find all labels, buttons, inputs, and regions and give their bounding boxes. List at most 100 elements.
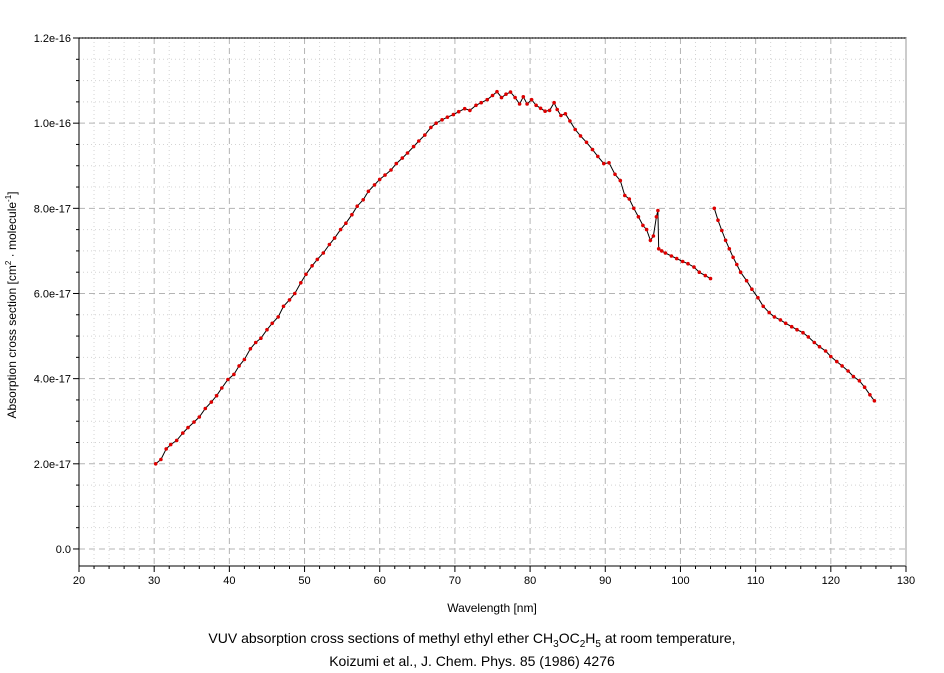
data-point bbox=[186, 425, 190, 430]
data-point bbox=[332, 236, 337, 240]
data-point bbox=[573, 127, 577, 132]
data-point bbox=[727, 247, 732, 251]
data-point bbox=[840, 364, 844, 368]
data-point bbox=[590, 147, 595, 152]
data-point bbox=[756, 295, 760, 300]
data-point bbox=[468, 108, 472, 113]
data-point bbox=[232, 372, 236, 377]
data-point bbox=[578, 134, 583, 138]
data-point bbox=[479, 100, 484, 105]
data-point bbox=[703, 273, 708, 278]
y-tick-label: 1.2e-16 bbox=[34, 33, 71, 45]
data-point bbox=[310, 264, 314, 268]
data-point bbox=[338, 227, 343, 232]
data-point bbox=[692, 265, 696, 269]
data-point bbox=[287, 298, 292, 302]
data-point bbox=[253, 340, 258, 345]
data-point bbox=[596, 154, 600, 159]
data-point bbox=[197, 415, 202, 419]
data-point bbox=[327, 242, 332, 247]
data-point bbox=[618, 178, 623, 183]
data-point bbox=[226, 377, 230, 382]
series-line-2 bbox=[713, 208, 875, 402]
data-point bbox=[552, 100, 556, 105]
data-point bbox=[529, 97, 534, 102]
data-point bbox=[429, 125, 433, 130]
data-point bbox=[499, 95, 504, 100]
data-point bbox=[265, 327, 269, 332]
x-tick-label: 110 bbox=[747, 575, 765, 587]
data-point bbox=[383, 173, 387, 177]
data-point bbox=[602, 161, 606, 166]
data-point bbox=[654, 215, 659, 219]
minor-grid bbox=[79, 38, 906, 566]
data-point bbox=[772, 315, 777, 319]
data-point bbox=[559, 113, 563, 118]
data-point bbox=[174, 438, 179, 443]
plot-frame bbox=[78, 37, 907, 567]
data-point bbox=[659, 249, 664, 253]
data-point bbox=[697, 270, 702, 275]
data-point bbox=[521, 95, 526, 99]
data-point bbox=[801, 330, 805, 335]
y-tick-label: 4.0e-17 bbox=[34, 374, 71, 386]
major-grid bbox=[79, 38, 906, 566]
data-point bbox=[276, 315, 281, 319]
caption-line-1: VUV absorption cross sections of methyl … bbox=[0, 630, 944, 650]
data-point bbox=[534, 103, 538, 108]
x-tick-label: 80 bbox=[524, 575, 536, 587]
data-point bbox=[680, 259, 685, 264]
caption-line-1-mid-1: OC bbox=[558, 630, 580, 646]
data-point bbox=[525, 102, 529, 106]
data-point bbox=[485, 97, 490, 102]
caption-line-1-mid-2: H bbox=[585, 630, 596, 646]
data-point bbox=[868, 393, 872, 397]
x-axis-title: Wavelength [nm] bbox=[447, 601, 537, 615]
data-point bbox=[462, 106, 467, 111]
data-point bbox=[555, 107, 559, 112]
data-point bbox=[641, 223, 645, 228]
data-point bbox=[164, 447, 168, 451]
y-tick-label: 2.0e-17 bbox=[34, 459, 71, 471]
y-tick-label: 8.0e-17 bbox=[34, 203, 71, 215]
series-lines bbox=[155, 90, 875, 465]
data-point bbox=[361, 198, 366, 202]
x-tick-label: 90 bbox=[599, 575, 611, 587]
data-point bbox=[584, 140, 589, 145]
series-line-1 bbox=[155, 90, 711, 465]
data-point bbox=[445, 115, 450, 119]
data-point bbox=[738, 270, 743, 275]
y-axis-ticks: 0.0 2.0e-17 4.0e-17 6.0e-17 8.0e-17 1.0e-16 1.… bbox=[34, 33, 79, 556]
data-point bbox=[411, 144, 416, 149]
y-tick-label: 0.0 bbox=[56, 544, 71, 556]
data-point bbox=[394, 161, 399, 166]
data-point bbox=[417, 139, 421, 143]
x-tick-label: 50 bbox=[298, 575, 310, 587]
data-point bbox=[744, 278, 749, 283]
data-point bbox=[806, 335, 811, 339]
x-tick-label: 20 bbox=[73, 575, 85, 587]
data-point bbox=[242, 357, 247, 362]
data-point bbox=[366, 189, 371, 194]
data-point bbox=[783, 321, 788, 326]
x-tick-label: 40 bbox=[223, 575, 235, 587]
data-point bbox=[750, 287, 754, 292]
caption-line-1-prefix: VUV absorption cross sections of methyl … bbox=[208, 630, 554, 646]
data-point bbox=[203, 406, 208, 411]
data-point bbox=[789, 324, 794, 329]
data-point bbox=[731, 255, 735, 260]
caption-line-2: Koizumi et al., J. Chem. Phys. 85 (1986)… bbox=[329, 653, 615, 669]
data-point bbox=[281, 304, 286, 309]
data-point bbox=[644, 227, 649, 232]
data-point bbox=[456, 109, 461, 114]
data-point bbox=[350, 212, 354, 217]
data-point bbox=[355, 204, 360, 208]
data-point bbox=[237, 364, 241, 368]
data-point bbox=[299, 281, 303, 285]
data-point bbox=[812, 340, 817, 345]
data-point bbox=[851, 374, 856, 379]
data-point bbox=[767, 310, 771, 315]
data-point bbox=[270, 321, 275, 326]
data-point bbox=[474, 103, 478, 108]
data-point bbox=[607, 161, 611, 165]
